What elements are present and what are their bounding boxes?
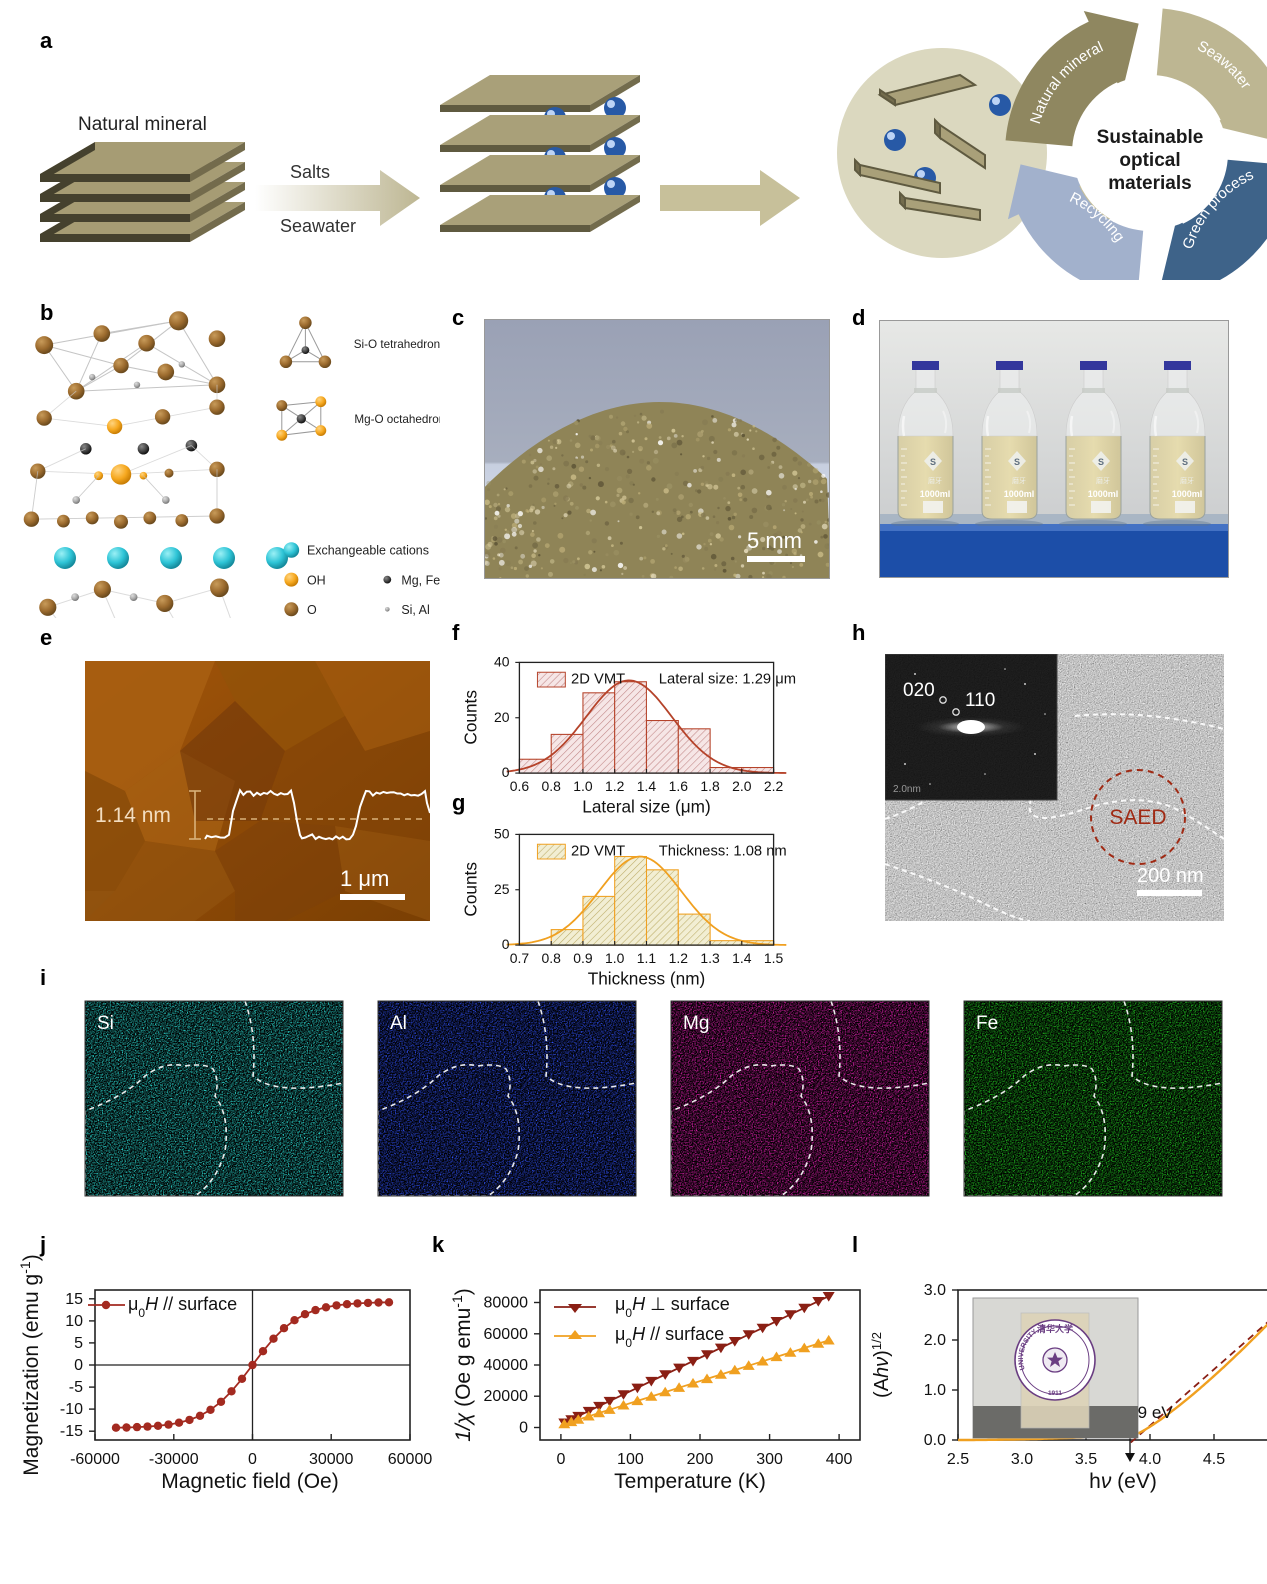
svg-text:1.3: 1.3 [700, 950, 720, 966]
svg-text:80000: 80000 [484, 1295, 529, 1312]
svg-text:400: 400 [826, 1451, 853, 1468]
svg-text:0: 0 [74, 1357, 83, 1374]
svg-text:Natural mineral: Natural mineral [78, 114, 207, 135]
svg-text:25: 25 [494, 881, 510, 897]
svg-text:100: 100 [617, 1451, 644, 1468]
svg-text:1 μm: 1 μm [340, 866, 389, 891]
svg-text:1.6: 1.6 [669, 778, 689, 794]
svg-text:OH: OH [307, 573, 326, 587]
svg-text:-30000: -30000 [149, 1451, 199, 1468]
svg-text:1.1: 1.1 [637, 950, 657, 966]
svg-text:0.7: 0.7 [510, 950, 530, 966]
svg-text:0.8: 0.8 [542, 778, 562, 794]
svg-text:Si: Si [97, 1013, 114, 1034]
svg-text:10: 10 [65, 1313, 83, 1330]
svg-text:(Ahν)1/2: (Ahν)1/2 [869, 1332, 894, 1398]
svg-text:4.0: 4.0 [1139, 1451, 1161, 1468]
svg-text:0: 0 [248, 1451, 257, 1468]
svg-text:1.4: 1.4 [732, 950, 752, 966]
svg-text:Magnetization (emu g-1): Magnetization (emu g-1) [17, 1254, 43, 1475]
svg-text:μ0H // surface: μ0H // surface [615, 1324, 724, 1350]
svg-text:1.2: 1.2 [605, 778, 625, 794]
svg-text:50: 50 [494, 826, 510, 842]
svg-text:Al: Al [390, 1013, 407, 1034]
svg-text:2.2: 2.2 [764, 778, 784, 794]
svg-text:Mg: Mg [683, 1013, 709, 1034]
svg-text:300: 300 [756, 1451, 783, 1468]
svg-text:0.9: 0.9 [573, 950, 593, 966]
svg-text:1.0: 1.0 [605, 950, 625, 966]
svg-text:40: 40 [494, 654, 510, 670]
svg-text:0: 0 [556, 1451, 565, 1468]
svg-text:Fe: Fe [976, 1013, 998, 1034]
svg-text:materials: materials [1108, 173, 1191, 194]
svg-text:1.4: 1.4 [637, 778, 657, 794]
svg-text:60000: 60000 [388, 1451, 433, 1468]
svg-text:20000: 20000 [484, 1388, 529, 1405]
svg-text:清华大学: 清华大学 [1037, 1323, 1073, 1334]
svg-text:15: 15 [65, 1291, 83, 1308]
svg-text:Counts: Counts [461, 862, 481, 917]
svg-text:1/χ (Oe g emu-1): 1/χ (Oe g emu-1) [449, 1288, 475, 1441]
svg-text:0: 0 [502, 764, 510, 780]
svg-text:-10: -10 [60, 1401, 83, 1418]
svg-text:30000: 30000 [309, 1451, 354, 1468]
svg-text:Si-O tetrahedron: Si-O tetrahedron [354, 338, 440, 351]
svg-text:Seawater: Seawater [280, 216, 356, 236]
svg-text:Magnetic field (Oe): Magnetic field (Oe) [161, 1470, 338, 1493]
svg-text:SAED: SAED [1109, 806, 1166, 829]
svg-text:μ0H ⊥ surface: μ0H ⊥ surface [615, 1294, 730, 1320]
svg-text:1.14 nm: 1.14 nm [95, 804, 171, 827]
svg-text:0.8: 0.8 [542, 950, 562, 966]
svg-text:O: O [307, 603, 317, 617]
svg-text:Salts: Salts [290, 162, 330, 182]
svg-text:optical: optical [1119, 150, 1180, 171]
svg-text:020: 020 [903, 680, 935, 701]
svg-text:Counts: Counts [461, 690, 481, 745]
svg-text:hν (eV): hν (eV) [1089, 1470, 1157, 1493]
svg-text:μ0H // surface: μ0H // surface [128, 1294, 237, 1320]
svg-text:2.0nm: 2.0nm [893, 784, 921, 795]
svg-text:1.2: 1.2 [669, 950, 689, 966]
svg-text:0.0: 0.0 [924, 1432, 946, 1449]
svg-text:Mg, Fe, Al: Mg, Fe, Al [401, 573, 440, 587]
svg-text:3.5: 3.5 [1075, 1451, 1097, 1468]
svg-text:1.5: 1.5 [764, 950, 784, 966]
svg-text:110: 110 [965, 690, 995, 711]
svg-text:0: 0 [519, 1420, 528, 1437]
svg-text:40000: 40000 [484, 1357, 529, 1374]
svg-text:3.0: 3.0 [924, 1282, 946, 1299]
svg-text:5 mm: 5 mm [747, 528, 802, 553]
svg-text:Mg-O octahedron: Mg-O octahedron [354, 413, 440, 426]
svg-text:·1911·: ·1911· [1046, 1390, 1064, 1397]
svg-text:1.0: 1.0 [573, 778, 593, 794]
svg-text:5: 5 [74, 1335, 83, 1352]
svg-text:Si, Al: Si, Al [401, 603, 429, 617]
svg-text:1.8: 1.8 [700, 778, 720, 794]
svg-text:Thickness: 1.08 nm: Thickness: 1.08 nm [659, 844, 787, 860]
svg-text:2.0: 2.0 [732, 778, 752, 794]
svg-text:Temperature (K): Temperature (K) [614, 1470, 766, 1493]
svg-text:0: 0 [502, 936, 510, 952]
svg-text:Lateral size: 1.29 μm: Lateral size: 1.29 μm [659, 672, 796, 688]
svg-text:Thickness (nm): Thickness (nm) [588, 968, 706, 988]
svg-text:4.5: 4.5 [1203, 1451, 1225, 1468]
svg-text:1.0: 1.0 [924, 1382, 946, 1399]
svg-text:Exchangeable cations: Exchangeable cations [307, 544, 429, 558]
svg-text:2D VMT: 2D VMT [571, 672, 625, 688]
svg-text:-60000: -60000 [70, 1451, 120, 1468]
svg-text:2.0: 2.0 [924, 1332, 946, 1349]
svg-text:60000: 60000 [484, 1326, 529, 1343]
svg-text:200: 200 [687, 1451, 714, 1468]
svg-text:-15: -15 [60, 1423, 83, 1440]
svg-text:-5: -5 [69, 1379, 83, 1396]
svg-text:200 nm: 200 nm [1137, 865, 1204, 887]
svg-text:2D VMT: 2D VMT [571, 844, 625, 860]
svg-text:2.5: 2.5 [947, 1451, 969, 1468]
svg-text:0.6: 0.6 [510, 778, 530, 794]
svg-text:Sustainable: Sustainable [1097, 127, 1204, 148]
svg-text:20: 20 [494, 709, 510, 725]
svg-text:3.0: 3.0 [1011, 1451, 1033, 1468]
